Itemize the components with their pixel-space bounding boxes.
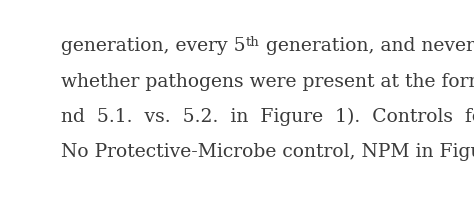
Text: nd  5.1.  vs.  5.2.  in  Figure  1).  Controls  for  lab  ae: nd 5.1. vs. 5.2. in Figure 1). Controls … — [61, 108, 474, 126]
Text: generation, and never (Figure 1: generation, and never (Figure 1 — [260, 37, 474, 56]
Text: whether pathogens were present at the formation of the: whether pathogens were present at the fo… — [61, 73, 474, 91]
Text: No Protective-Microbe control, NPM in Figure 1) ar: No Protective-Microbe control, NPM in Fi… — [61, 143, 474, 161]
Text: generation, every 5: generation, every 5 — [61, 37, 246, 56]
Text: th: th — [246, 36, 260, 49]
